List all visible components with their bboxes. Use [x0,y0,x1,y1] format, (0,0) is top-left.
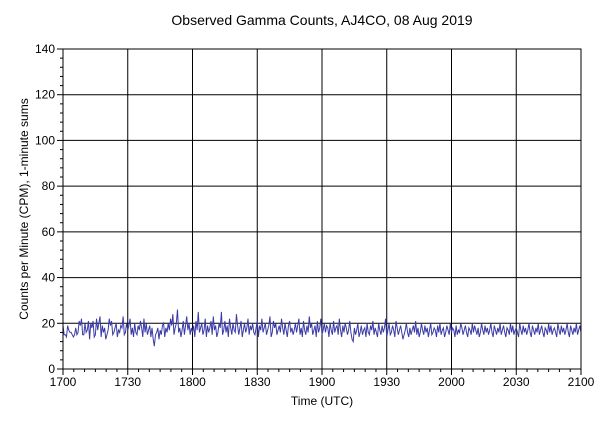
y-tick-label: 40 [42,271,56,285]
y-tick-label: 20 [42,316,56,330]
x-tick-label: 1700 [50,375,77,389]
x-tick-label: 2030 [503,375,530,389]
y-axis-label: Counts per Minute (CPM), 1-minute sums [17,98,31,319]
chart-title: Observed Gamma Counts, AJ4CO, 08 Aug 201… [171,12,472,28]
x-tick-label: 2000 [438,375,465,389]
y-axis: 0 20 40 60 80 100 120 140 [35,42,63,376]
x-axis: 1700 1730 1800 1830 1900 1930 2000 2030 2100 [50,369,595,389]
grid [63,49,581,369]
x-tick-label: 1730 [114,375,141,389]
y-tick-label: 80 [42,179,56,193]
y-tick-label: 140 [35,42,55,56]
x-tick-label: 1800 [179,375,206,389]
y-tick-label: 0 [48,362,55,376]
y-tick-label: 100 [35,133,55,147]
y-tick-label: 120 [35,88,55,102]
series-line [62,309,582,347]
x-tick-label: 2100 [568,375,595,389]
x-axis-label: Time (UTC) [291,394,353,408]
x-tick-label: 1930 [373,375,400,389]
y-tick-label: 60 [42,225,56,239]
x-tick-label: 1830 [244,375,271,389]
x-tick-label: 1900 [309,375,336,389]
